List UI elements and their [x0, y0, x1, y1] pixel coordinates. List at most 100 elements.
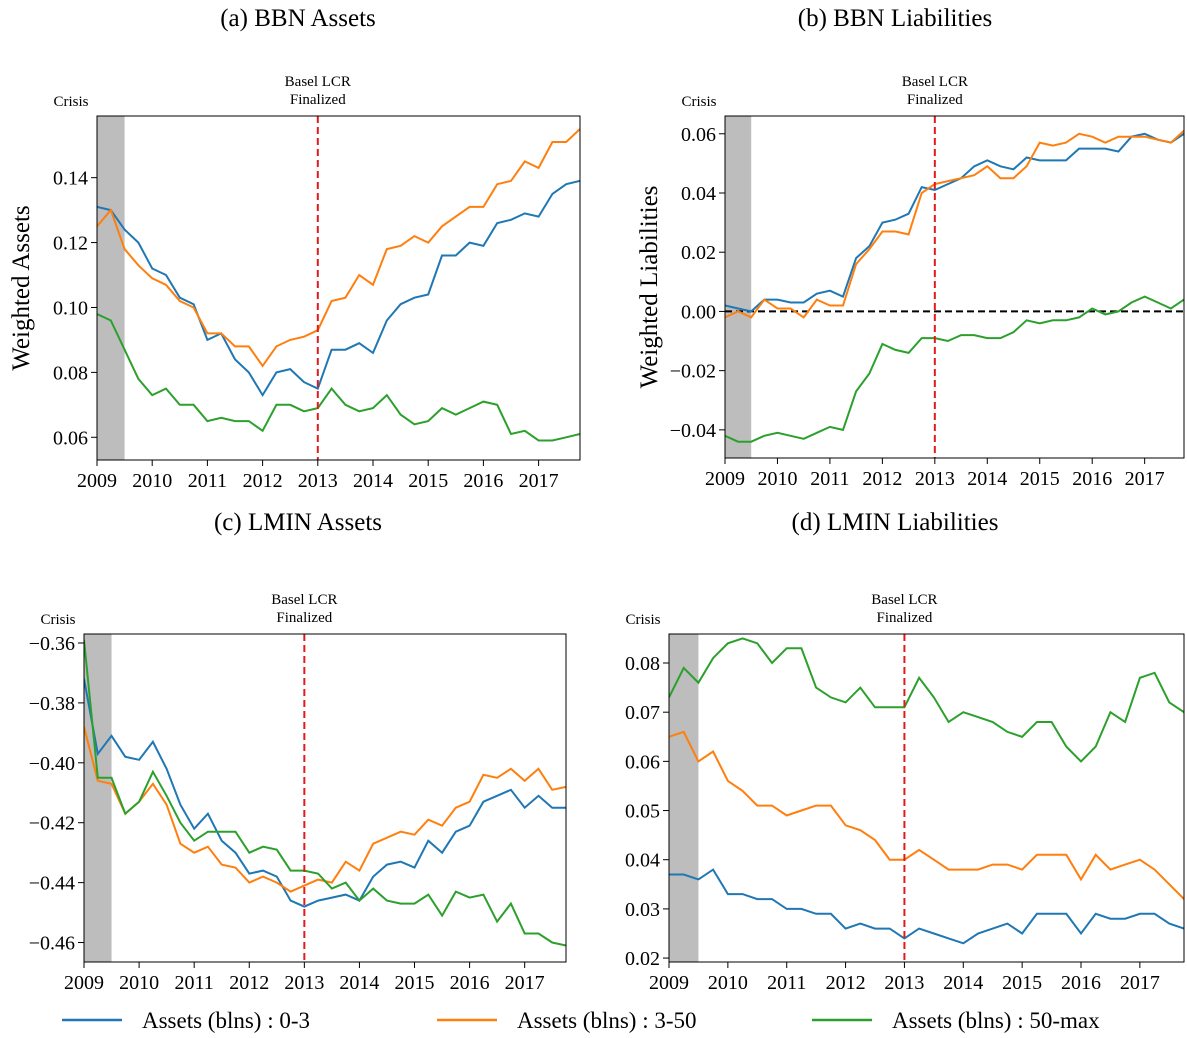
subplot: (a) BBN Assets Crisis 0.06 0.08 0.10 0.12 0.14…	[8, 5, 581, 492]
crisis-label: Crisis	[681, 94, 716, 110]
event-label: Finalized	[290, 92, 346, 108]
subplot: (d) LMIN Liabilities Crisis 0.02 0.03 0.04 0.…	[625, 509, 1185, 994]
series-line	[97, 179, 580, 398]
event-label: Basel LCR	[285, 74, 351, 90]
x-tick-label: 2009	[649, 972, 689, 994]
axes-frame	[83, 633, 567, 963]
legend-label: Assets (blns) : 50-max	[892, 1008, 1100, 1033]
y-axis-label: Weighted Assets	[8, 205, 35, 370]
y-tick-label: 0.03	[625, 899, 660, 921]
event-label: Basel LCR	[271, 592, 337, 608]
x-tick-label: 2010	[119, 972, 159, 994]
x-tick-label: 2012	[826, 972, 866, 994]
subplot: (c) LMIN Assets Crisis −0.46 −0.44 −0.42 −0.4…	[29, 509, 567, 994]
event-label: Basel LCR	[871, 592, 937, 608]
x-tick-label: 2013	[884, 972, 924, 994]
x-tick-label: 2010	[757, 468, 797, 490]
y-tick-label: 0.08	[53, 362, 88, 384]
x-tick-label: 2017	[1125, 468, 1165, 490]
x-tick-label: 2014	[967, 468, 1007, 490]
x-tick-label: 2009	[705, 468, 745, 490]
x-tick-label: 2016	[1072, 468, 1112, 490]
x-tick-label: 2013	[298, 470, 338, 492]
axes-frame	[668, 633, 1185, 963]
series-line	[97, 128, 580, 368]
crisis-shade	[669, 634, 699, 962]
y-tick-label: −0.38	[29, 693, 75, 715]
y-tick-label: −0.46	[29, 933, 75, 955]
x-tick-label: 2011	[175, 972, 214, 994]
y-tick-label: −0.44	[29, 873, 75, 895]
series-line	[725, 132, 1184, 313]
x-tick-label: 2012	[862, 468, 902, 490]
y-tick-label: 0.08	[625, 653, 660, 675]
x-tick-label: 2015	[395, 972, 435, 994]
series-line	[725, 130, 1184, 319]
series-line	[84, 678, 566, 908]
x-tick-label: 2014	[339, 972, 379, 994]
series-line	[669, 730, 1184, 900]
x-tick-label: 2015	[1002, 972, 1042, 994]
y-tick-label: −0.36	[29, 633, 75, 655]
y-tick-label: 0.04	[681, 183, 716, 205]
y-tick-label: 0.02	[681, 242, 716, 264]
event-label: Finalized	[907, 92, 963, 108]
x-tick-label: 2015	[408, 470, 448, 492]
y-tick-label: 0.10	[53, 297, 88, 319]
subplot-title: (d) LMIN Liabilities	[792, 509, 999, 536]
axes-frame	[96, 115, 581, 461]
legend-label: Assets (blns) : 0-3	[142, 1008, 310, 1033]
y-axis-label: Weighted Liabilities	[636, 186, 663, 389]
legend: Assets (blns) : 0-3 Assets (blns) : 3-50 A…	[62, 1008, 1100, 1033]
x-tick-label: 2013	[284, 972, 324, 994]
event-label: Finalized	[276, 610, 332, 626]
y-tick-label: 0.06	[625, 751, 660, 773]
x-tick-label: 2016	[1061, 972, 1101, 994]
x-tick-label: 2012	[243, 470, 283, 492]
y-tick-label: 0.12	[53, 233, 88, 255]
y-tick-label: −0.04	[670, 420, 716, 442]
event-label: Basel LCR	[902, 74, 968, 90]
x-tick-label: 2010	[132, 470, 172, 492]
event-label: Finalized	[877, 610, 933, 626]
subplot-title: (c) LMIN Assets	[214, 509, 382, 536]
y-tick-label: 0.04	[625, 850, 660, 872]
x-tick-label: 2013	[915, 468, 955, 490]
y-tick-label: 0.02	[625, 948, 660, 970]
legend-label: Assets (blns) : 3-50	[517, 1008, 697, 1033]
x-tick-label: 2011	[810, 468, 849, 490]
y-tick-label: 0.14	[53, 168, 88, 190]
x-tick-label: 2010	[708, 972, 748, 994]
series-line	[97, 313, 580, 442]
axes-frame	[724, 115, 1185, 459]
subplot-title: (a) BBN Assets	[220, 5, 376, 32]
x-tick-label: 2014	[353, 470, 393, 492]
y-tick-label: 0.07	[625, 702, 660, 724]
series-line	[669, 868, 1184, 945]
series-line	[84, 726, 566, 893]
x-tick-label: 2014	[943, 972, 983, 994]
x-tick-label: 2011	[188, 470, 227, 492]
x-tick-label: 2017	[505, 972, 545, 994]
x-tick-label: 2015	[1020, 468, 1060, 490]
y-tick-label: 0.06	[53, 427, 88, 449]
crisis-shade	[725, 116, 752, 458]
series-line	[669, 637, 1184, 763]
crisis-shade	[97, 116, 125, 460]
x-tick-label: 2009	[64, 972, 104, 994]
x-tick-label: 2011	[767, 972, 806, 994]
x-tick-label: 2017	[519, 470, 559, 492]
crisis-label: Crisis	[625, 612, 660, 628]
subplot: (b) BBN Liabilities Crisis −0.04 −0.02 0.00 0…	[636, 5, 1185, 490]
y-tick-label: 0.06	[681, 124, 716, 146]
series-line	[725, 295, 1184, 443]
x-tick-label: 2012	[229, 972, 269, 994]
y-tick-label: −0.02	[670, 361, 716, 383]
x-tick-label: 2016	[450, 972, 490, 994]
y-tick-label: −0.40	[29, 753, 75, 775]
crisis-label: Crisis	[53, 94, 88, 110]
y-tick-label: 0.00	[681, 301, 716, 323]
x-tick-label: 2016	[463, 470, 503, 492]
series-line	[84, 639, 566, 947]
